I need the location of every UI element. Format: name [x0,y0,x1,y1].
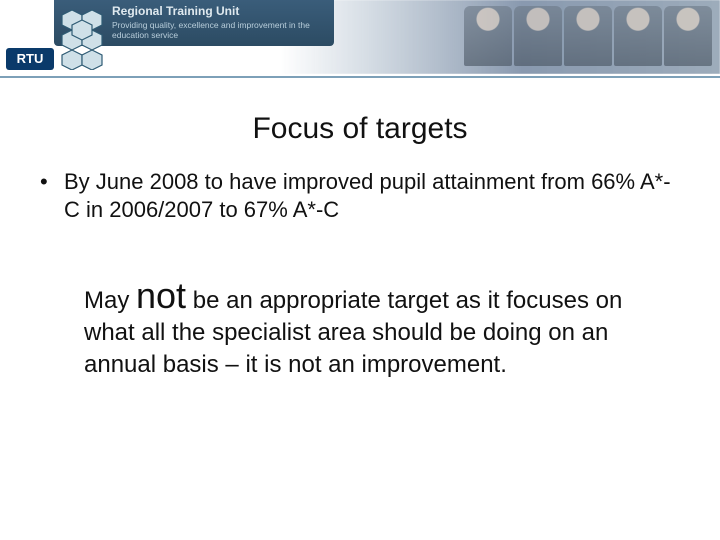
person-icon [614,6,662,66]
person-icon [664,6,712,66]
bullet-list: • By June 2008 to have improved pupil at… [40,168,680,242]
emphasized-not: not [136,275,186,316]
para-before-not: May [84,287,136,314]
slide-title: Focus of targets [0,112,720,146]
person-icon [564,6,612,66]
bullet-text: By June 2008 to have improved pupil atta… [64,168,680,224]
bullet-item: • By June 2008 to have improved pupil at… [40,168,680,224]
slide: Regional Training Unit Providing quality… [0,0,720,540]
bullet-marker-icon: • [40,168,54,196]
org-title: Regional Training Unit [54,0,334,18]
commentary-paragraph: May not be an appropriate target as it f… [84,280,660,381]
org-strip: Regional Training Unit Providing quality… [54,0,334,46]
person-icon [464,6,512,66]
org-tagline: Providing quality, excellence and improv… [54,18,334,40]
header-people-silhouettes [464,6,712,66]
rtu-logo: RTU [6,48,54,70]
header-underline [0,74,720,84]
person-icon [514,6,562,66]
header-band: Regional Training Unit Providing quality… [0,0,720,84]
